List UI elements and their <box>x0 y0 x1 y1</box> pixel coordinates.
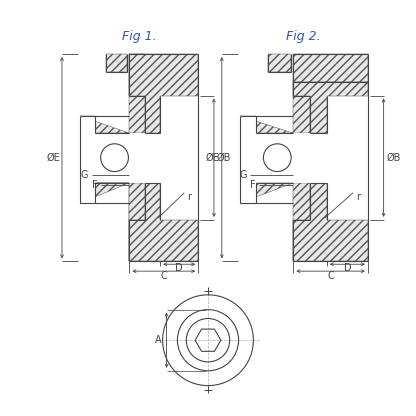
Text: A: A <box>155 335 162 345</box>
Text: C: C <box>327 271 334 281</box>
Polygon shape <box>106 54 127 72</box>
Text: C: C <box>161 271 167 281</box>
Polygon shape <box>129 54 198 133</box>
Text: ØB: ØB <box>217 153 231 163</box>
Polygon shape <box>268 54 291 72</box>
Text: ØE: ØE <box>46 153 60 163</box>
Text: r: r <box>187 192 191 202</box>
Text: ØB: ØB <box>386 153 401 163</box>
Polygon shape <box>293 183 368 261</box>
Polygon shape <box>80 116 95 203</box>
Text: r: r <box>356 192 360 202</box>
Polygon shape <box>80 116 95 203</box>
Text: G: G <box>239 170 247 180</box>
Polygon shape <box>80 54 160 133</box>
Text: F: F <box>92 180 98 190</box>
Text: Fig 1.: Fig 1. <box>121 30 156 43</box>
Text: G: G <box>81 170 89 180</box>
Polygon shape <box>80 183 160 261</box>
Polygon shape <box>240 116 256 203</box>
Polygon shape <box>129 133 160 183</box>
Polygon shape <box>129 183 198 261</box>
Polygon shape <box>293 133 327 183</box>
Text: D: D <box>344 263 351 273</box>
Polygon shape <box>240 82 327 133</box>
Polygon shape <box>240 183 327 261</box>
Text: ØE: ØE <box>206 153 220 163</box>
Text: D: D <box>176 263 183 273</box>
Polygon shape <box>293 82 368 133</box>
Text: Fig 2.: Fig 2. <box>286 30 321 43</box>
Polygon shape <box>80 183 160 261</box>
Polygon shape <box>240 116 256 203</box>
Polygon shape <box>293 54 368 82</box>
Text: F: F <box>250 180 256 190</box>
